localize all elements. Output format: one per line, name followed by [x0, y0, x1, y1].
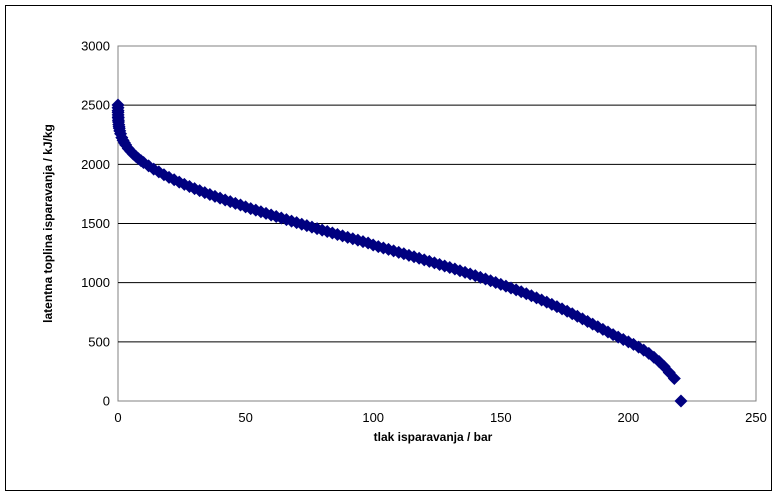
- data-point: [667, 372, 681, 386]
- gridlines: [118, 104, 756, 343]
- y-tick-label: 3000: [81, 39, 110, 54]
- x-tick-label: 250: [745, 410, 767, 425]
- data-point: [674, 394, 688, 408]
- x-tick-label: 150: [490, 410, 512, 425]
- data-points: [111, 98, 688, 408]
- y-tick-label: 0: [103, 394, 110, 409]
- data-point: [249, 203, 263, 217]
- y-axis-title: latentna toplina isparavanja / kJ/kg: [41, 124, 55, 323]
- x-axis-title: tlak isparavanja / bar: [374, 430, 493, 444]
- y-tick-label: 500: [88, 334, 110, 349]
- x-tick-label: 50: [238, 410, 252, 425]
- y-tick-label: 1000: [81, 275, 110, 290]
- data-point: [244, 202, 258, 216]
- y-axis-tick-labels: 0 500 1000 1500 2000 2500 3000: [81, 39, 110, 409]
- x-tick-label: 100: [362, 410, 384, 425]
- y-tick-label: 2500: [81, 98, 110, 113]
- x-tick-label: 200: [618, 410, 640, 425]
- x-tick-label: 0: [114, 410, 121, 425]
- y-tick-label: 1500: [81, 216, 110, 231]
- x-axis-tick-labels: 0 50 100 150 200 250: [114, 410, 766, 425]
- y-tick-label: 2000: [81, 157, 110, 172]
